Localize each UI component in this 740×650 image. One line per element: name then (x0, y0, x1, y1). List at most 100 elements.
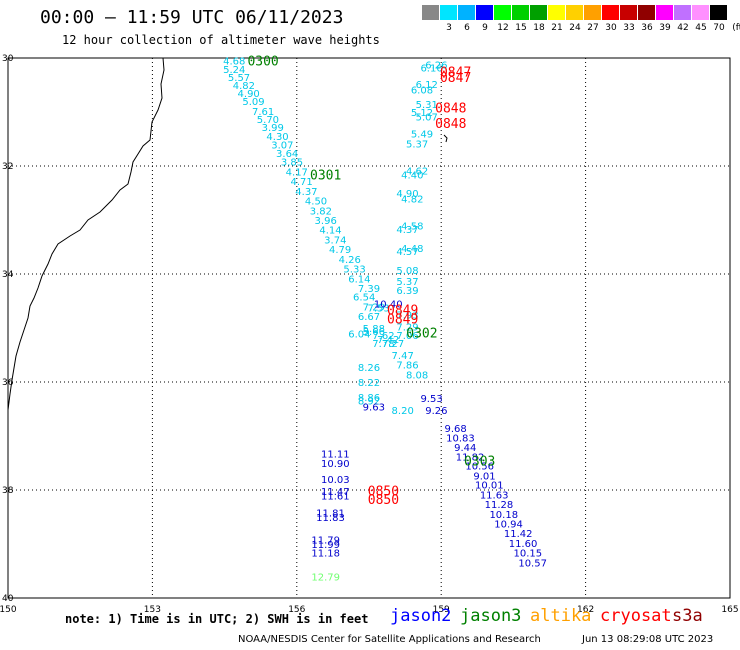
wave-height-label: 4.48 (401, 244, 423, 255)
wave-readings: 4.685.245.574.824.905.097.615.703.994.30… (223, 57, 547, 584)
wave-height-label: 11.61 (321, 491, 350, 502)
legend-swatch (440, 5, 457, 20)
wave-height-label: 9.01 (473, 471, 495, 482)
wave-height-label: 6.08 (411, 85, 433, 96)
wave-height-label: 10.56 (465, 462, 494, 473)
legend-label: 24 (569, 23, 581, 33)
lat-tick-label: 40 (2, 594, 14, 604)
wave-height-label: 3.99 (262, 123, 284, 134)
wave-height-label: 6.26 (425, 60, 447, 71)
wave-height-label: 4.57 (396, 247, 418, 258)
wave-height-label: 6.12 (416, 80, 438, 91)
wave-height-label: 5.31 (416, 100, 438, 111)
wave-height-label: 4.40 (401, 171, 423, 182)
wave-height-label: 4.14 (319, 226, 341, 237)
wave-height-label: 4.62 (406, 166, 428, 177)
legend-swatch (422, 5, 439, 20)
legend-label: 3 (446, 23, 452, 33)
wave-height-label: 9.68 (445, 424, 467, 435)
wave-height-label: 7.86 (396, 361, 418, 372)
wave-height-label: 4.30 (266, 132, 288, 143)
wave-height-label: 4.26 (339, 255, 361, 266)
wave-height-label: 7.47 (392, 351, 414, 362)
satellite-cryosat: cryosat (600, 606, 672, 626)
wave-height-label: 5.24 (223, 65, 245, 76)
lat-tick-label: 38 (2, 486, 14, 496)
wave-height-label: 5.66 (363, 327, 385, 338)
pass-time-label: 0303 (464, 454, 495, 469)
wave-height-label: 8.20 (392, 406, 414, 417)
wave-height-label: 4.79 (329, 245, 351, 256)
wave-height-label: 8.08 (406, 370, 428, 381)
legend-swatch (584, 5, 601, 20)
satellite-altika: altika (530, 606, 592, 626)
satellite-jason3: jason3 (460, 606, 522, 626)
wave-height-label: 5.70 (257, 115, 279, 126)
wave-height-label: 9.53 (420, 394, 442, 405)
wave-height-label: 11.18 (311, 549, 340, 560)
wave-height-label: 10.15 (514, 549, 543, 560)
legend-swatch (458, 5, 475, 20)
wave-height-label: 4.90 (396, 189, 418, 200)
wave-height-label: 7.29 (396, 322, 418, 333)
legend-swatch (602, 5, 619, 20)
legend-label: 12 (497, 23, 509, 33)
wave-height-label: 8.86 (358, 393, 380, 404)
wave-height-label: 10.83 (446, 434, 475, 445)
wave-height-label: 3.85 (281, 158, 303, 169)
legend-swatch (512, 5, 529, 20)
wave-height-label: 5.08 (396, 266, 418, 277)
pass-time-label: 0848 (435, 117, 466, 132)
wave-height-label: 10.40 (374, 300, 403, 311)
map-frame (7, 57, 731, 599)
wave-height-label: 7.53 (367, 303, 389, 314)
wave-height-label: 7.62 (372, 331, 394, 342)
legend-label: 33 (623, 23, 635, 33)
wave-height-label: 10.57 (518, 558, 547, 569)
wave-height-label: 4.17 (286, 167, 308, 178)
legend-swatch (710, 5, 727, 20)
wave-height-label: 5.37 (396, 277, 418, 288)
lon-tick-label: 153 (144, 605, 161, 615)
legend-label: 27 (587, 23, 599, 33)
wave-height-label: 5.33 (343, 265, 365, 276)
wave-height-label: 6.39 (396, 286, 418, 297)
wave-height-label: 10.01 (475, 481, 504, 492)
legend-label: 45 (695, 23, 707, 33)
wave-height-label: 9.26 (425, 406, 447, 417)
page-subtitle: 12 hour collection of altimeter wave hei… (62, 33, 380, 47)
pass-time-label: 0302 (406, 326, 437, 341)
wave-height-label: 5.57 (228, 73, 250, 84)
legend-label: 39 (659, 23, 671, 33)
wave-height-label: 7.61 (252, 107, 274, 118)
wave-height-label: 7.93 (396, 311, 418, 322)
wave-height-label: 6.67 (358, 312, 380, 323)
wave-height-label: 6.16 (420, 64, 442, 75)
wave-height-label: 5.37 (406, 139, 428, 150)
legend-swatch (494, 5, 511, 20)
legend-label: 70 (713, 23, 725, 33)
wave-height-label: 11.42 (504, 529, 533, 540)
legend-swatch (566, 5, 583, 20)
lon-tick-label: 162 (577, 605, 594, 615)
wave-height-label: 3.96 (315, 216, 337, 227)
wave-height-label: 4.37 (295, 187, 317, 198)
lat-tick-label: 34 (2, 270, 14, 280)
wave-height-label: 11.60 (509, 539, 538, 550)
wave-height-label: 11.47 (321, 487, 350, 498)
generated-timestamp: Jun 13 08:29:08 UTC 2023 (582, 634, 714, 645)
legend-label: 18 (533, 23, 545, 33)
wave-height-label: 8.22 (358, 378, 380, 389)
wave-height-label: 4.71 (290, 177, 312, 188)
wave-height-label: 7.06 (396, 331, 418, 342)
wave-height-label: 4.37 (396, 225, 418, 236)
wave-height-label: 11.79 (311, 536, 340, 547)
legend-label: 30 (605, 23, 617, 33)
wave-height-label: 5.09 (242, 97, 264, 108)
wave-height-label: 5.88 (363, 324, 385, 335)
wave-height-label: 3.07 (271, 140, 293, 151)
pass-time-label: 0848 (435, 102, 466, 117)
lat-tick-label: 36 (2, 378, 14, 388)
